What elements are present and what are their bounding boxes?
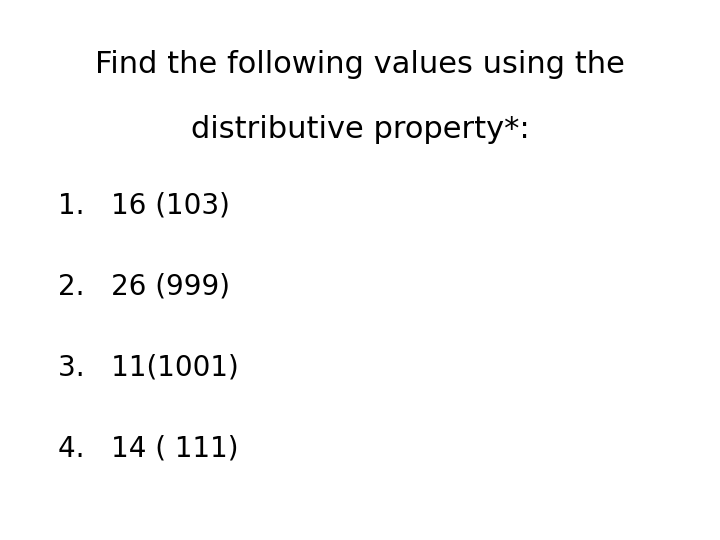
- Text: 2.   26 (999): 2. 26 (999): [58, 272, 230, 300]
- Text: 1.   16 (103): 1. 16 (103): [58, 191, 230, 219]
- Text: Find the following values using the: Find the following values using the: [95, 50, 625, 79]
- Text: distributive property*:: distributive property*:: [191, 115, 529, 144]
- Text: 3.   11(1001): 3. 11(1001): [58, 353, 238, 381]
- Text: 4.   14 ( 111): 4. 14 ( 111): [58, 434, 238, 462]
